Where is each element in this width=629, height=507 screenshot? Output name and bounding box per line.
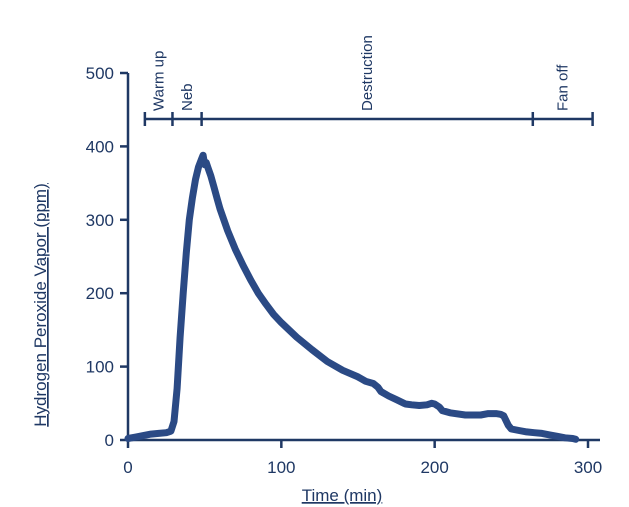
series-line: [124, 151, 580, 443]
x-tick-label: 200: [420, 458, 448, 477]
x-tick-label: 300: [574, 458, 602, 477]
y-tick-label: 400: [86, 137, 114, 156]
x-axis-title: Time (min): [302, 486, 383, 505]
y-ticks: 0 100 200 300 400 500: [86, 64, 128, 450]
y-tick-label: 0: [105, 431, 114, 450]
phase-label: Warm up: [151, 51, 168, 111]
y-tick-label: 300: [86, 211, 114, 230]
y-tick-label: 500: [86, 64, 114, 83]
series-layer: [124, 151, 580, 443]
x-ticks: 0 100 200 300: [123, 440, 602, 477]
x-tick-label: 100: [267, 458, 295, 477]
y-tick-label: 200: [86, 284, 114, 303]
phase-label: Destruction: [359, 35, 376, 111]
x-tick-label: 0: [123, 458, 132, 477]
phase-bar: Warm up Neb Destruction Fan off: [143, 35, 594, 126]
phase-label: Fan off: [555, 64, 572, 111]
y-axis-title: Hydrogen Peroxide Vapor (ppm): [31, 183, 50, 426]
y-tick-label: 100: [86, 358, 114, 377]
phase-label: Neb: [179, 83, 196, 111]
axes: [126, 73, 600, 442]
